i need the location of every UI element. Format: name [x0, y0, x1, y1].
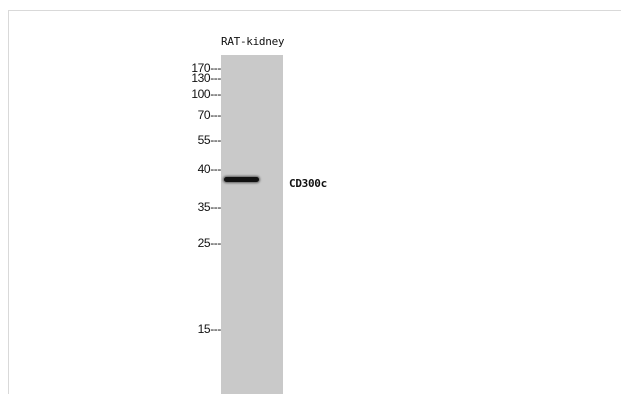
marker-55: 55--- [197, 133, 222, 147]
marker-35: 35--- [197, 200, 222, 214]
frame-left-border [8, 10, 9, 394]
frame-top-border [8, 10, 621, 11]
marker-70: 70--- [197, 108, 222, 122]
marker-25: 25--- [197, 236, 222, 250]
blot-lane [221, 55, 283, 394]
marker-15: 15--- [197, 322, 222, 336]
marker-170: 170--- [191, 61, 221, 75]
marker-130: 130--- [191, 71, 221, 85]
band-label: CD300c [289, 177, 327, 190]
lane-label: RAT-kidney [221, 35, 285, 48]
marker-100: 100--- [191, 87, 221, 101]
protein-band [224, 177, 259, 182]
marker-40: 40--- [197, 162, 222, 176]
